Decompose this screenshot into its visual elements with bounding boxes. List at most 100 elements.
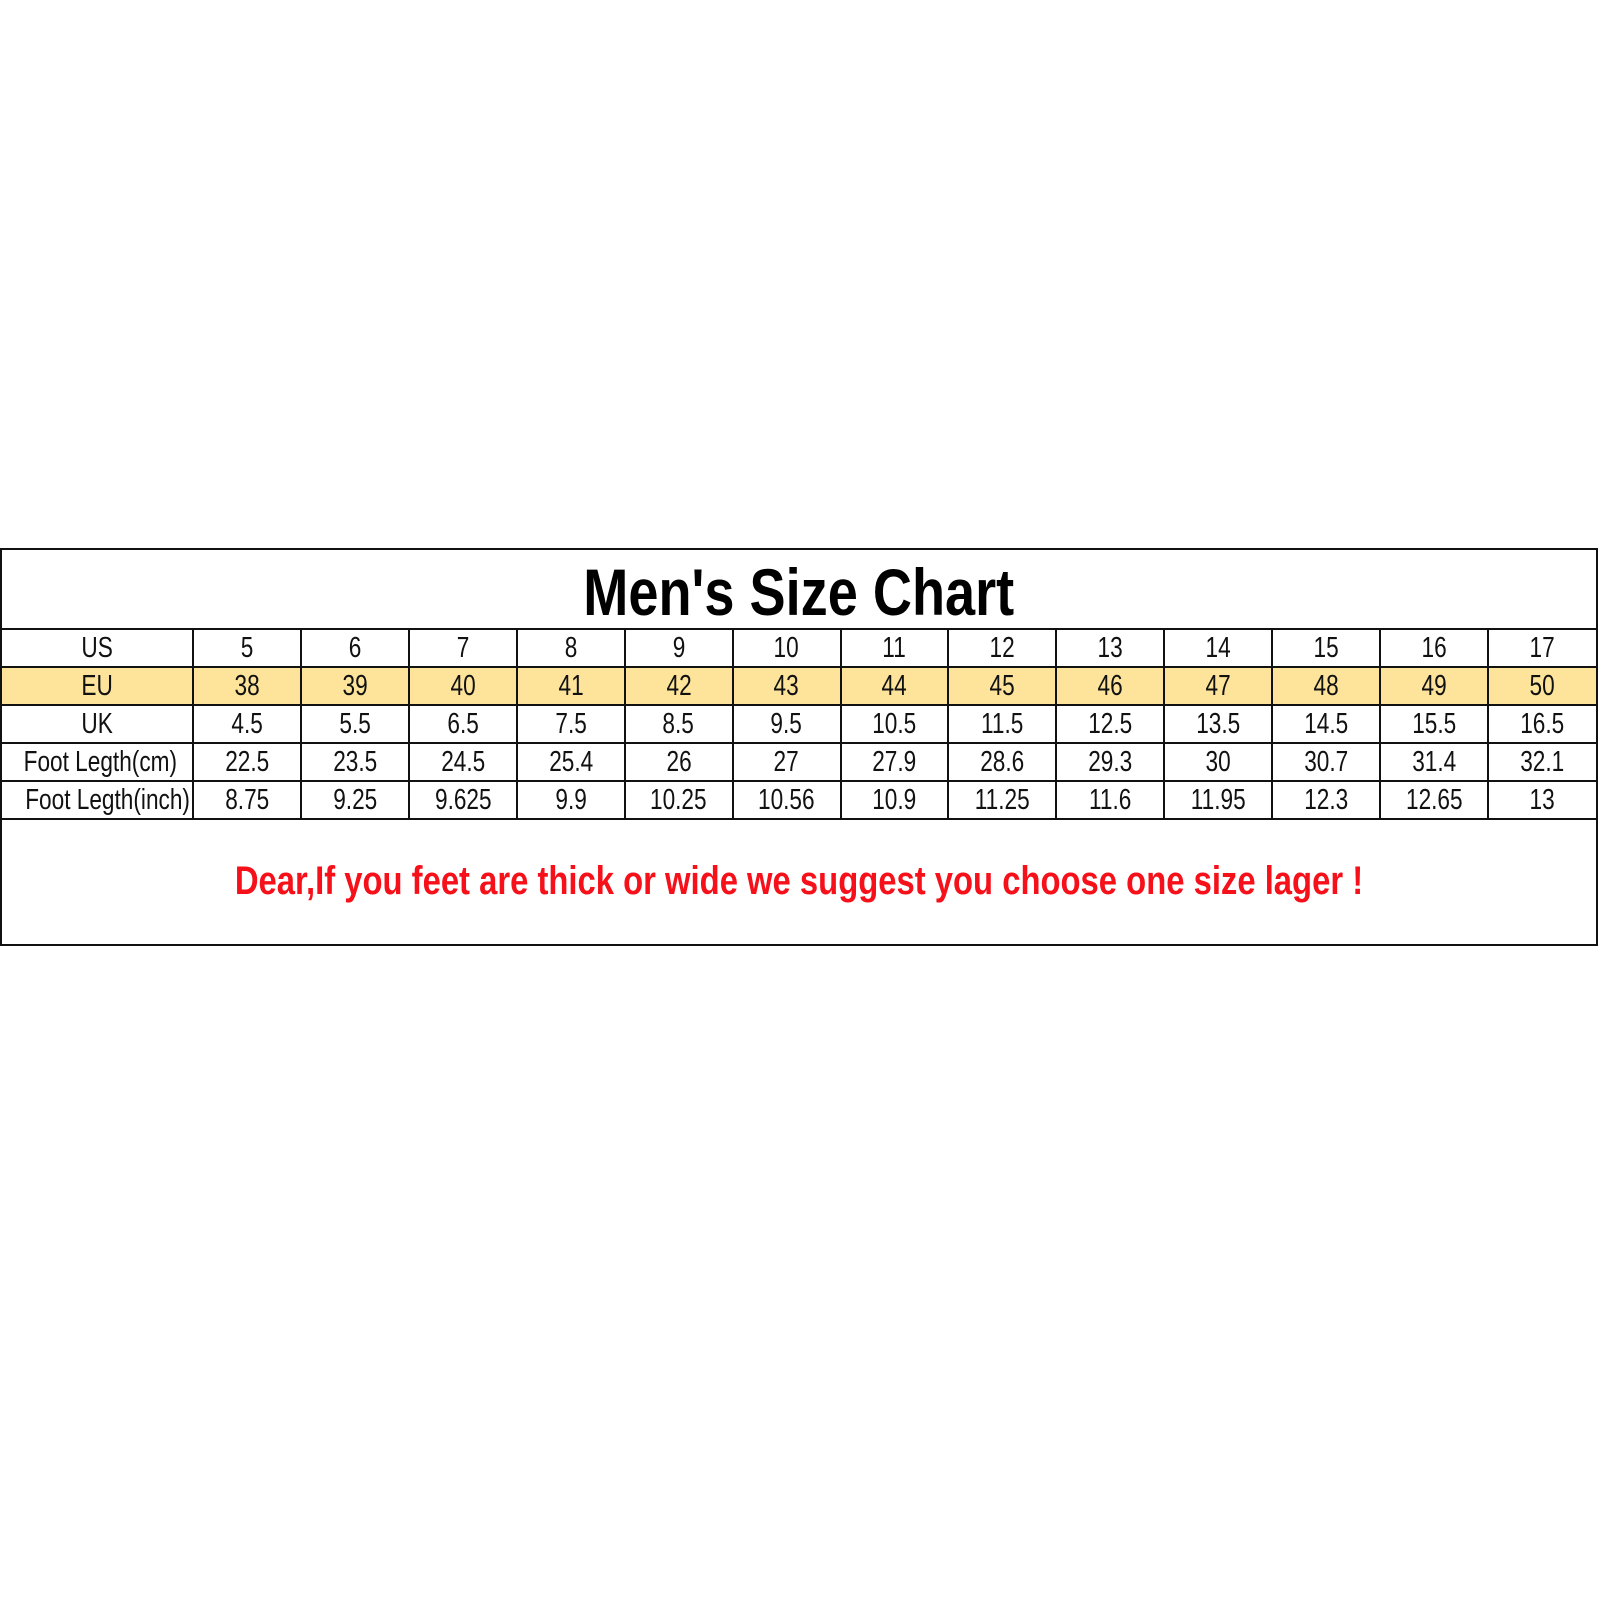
size-cell-text: 45	[989, 669, 1015, 702]
size-cell-text: 32.1	[1520, 745, 1565, 778]
size-cell: 7.5	[515, 704, 626, 744]
fit-advice-note: Dear,If you feet are thick or wide we su…	[234, 859, 1364, 903]
size-cell-text: 14.5	[1304, 707, 1349, 740]
size-cell: 50	[1487, 666, 1596, 706]
size-cell-text: 29.3	[1088, 745, 1133, 778]
size-cell-text: 13	[1097, 631, 1123, 664]
row-label-text: UK	[81, 707, 113, 740]
row-label: US	[2, 630, 194, 668]
size-cell-text: 8.5	[662, 707, 695, 740]
size-cell-text: 13.5	[1196, 707, 1241, 740]
size-cell: 15	[1271, 630, 1382, 668]
size-cell-text: 27	[773, 745, 800, 778]
size-cell-text: 13	[1529, 783, 1556, 816]
size-table: US 5 6 7 8 9 10 11 12 13 14 15 16 17 EU 38 39 40 41 42 43 44 4…	[2, 630, 1596, 820]
size-cell-text: 12.5	[1088, 707, 1133, 740]
size-row-uk: UK 4.5 5.5 6.5 7.5 8.5 9.5 10.5 11.5 12.5 13.5 14.5…	[2, 704, 1596, 744]
size-cell: 12.3	[1271, 780, 1382, 820]
size-cell-text: 11.25	[974, 783, 1030, 816]
size-cell-text: 43	[773, 669, 800, 702]
size-cell: 15.5	[1379, 704, 1490, 744]
size-cell-text: 15	[1313, 631, 1339, 664]
size-cell-text: 48	[1313, 669, 1339, 702]
size-cell-text: 9.25	[332, 783, 377, 816]
size-cell: 12.65	[1379, 780, 1490, 820]
size-cell: 10.9	[839, 780, 950, 820]
size-cell-text: 9.5	[770, 707, 803, 740]
size-cell-text: 22.5	[224, 745, 269, 778]
row-label: UK	[2, 704, 194, 744]
size-cell: 8	[515, 630, 626, 668]
size-cell: 9.5	[731, 704, 842, 744]
size-cell: 49	[1379, 666, 1490, 706]
size-cell: 16	[1379, 630, 1490, 668]
size-cell: 10	[731, 630, 842, 668]
size-cell: 9	[623, 630, 734, 668]
size-cell-text: 10.5	[872, 707, 917, 740]
size-cell: 14.5	[1271, 704, 1382, 744]
size-cell-text: 11.5	[981, 707, 1024, 740]
size-cell-text: 42	[666, 669, 692, 702]
size-cell: 11.95	[1163, 780, 1274, 820]
size-cell: 9.9	[515, 780, 626, 820]
size-cell-text: 25.4	[548, 745, 593, 778]
size-cell: 16.5	[1487, 704, 1596, 744]
size-cell: 10.25	[623, 780, 734, 820]
size-cell-text: 11.6	[1089, 783, 1132, 816]
size-cell-text: 23.5	[332, 745, 377, 778]
size-cell: 12	[947, 630, 1058, 668]
size-cell-text: 50	[1529, 669, 1556, 702]
size-cell: 43	[731, 666, 842, 706]
size-cell-text: 17	[1529, 631, 1556, 664]
size-cell-text: 39	[342, 669, 368, 702]
size-cell-text: 6.5	[447, 707, 479, 740]
size-cell: 11.6	[1055, 780, 1166, 820]
size-cell-text: 5.5	[339, 707, 371, 740]
size-cell-text: 6	[348, 631, 362, 664]
size-cell: 30	[1163, 742, 1274, 782]
row-label-text: EU	[81, 669, 113, 702]
size-cell: 40	[407, 666, 518, 706]
size-cell-text: 11.95	[1190, 783, 1246, 816]
size-cell-text: 28.6	[980, 745, 1025, 778]
size-cell: 26	[623, 742, 734, 782]
size-cell-text: 41	[558, 669, 584, 702]
size-cell: 17	[1487, 630, 1596, 668]
row-label: Foot Legth(cm)	[2, 742, 194, 782]
size-cell: 24.5	[407, 742, 518, 782]
size-cell-text: 9.9	[554, 783, 587, 816]
size-cell: 11	[839, 630, 950, 668]
size-cell-text: 11	[882, 631, 907, 664]
size-cell-text: 47	[1205, 669, 1231, 702]
size-cell-text: 8.75	[224, 783, 269, 816]
size-cell: 23.5	[299, 742, 410, 782]
size-cell: 13	[1487, 780, 1596, 820]
row-label-text: Foot Legth(cm)	[23, 745, 178, 778]
size-cell: 4.5	[192, 704, 302, 744]
size-cell: 27.9	[839, 742, 950, 782]
chart-title: Men's Size Chart	[583, 555, 1015, 629]
size-cell: 48	[1271, 666, 1382, 706]
row-label-text: Foot Legth(inch)	[25, 783, 190, 816]
size-cell: 28.6	[947, 742, 1058, 782]
size-cell-text: 16	[1421, 631, 1447, 664]
size-cell-text: 10	[773, 631, 800, 664]
size-cell-text: 12	[989, 631, 1015, 664]
size-cell-text: 10.56	[758, 783, 815, 816]
size-cell-text: 30.7	[1304, 745, 1349, 778]
size-cell: 45	[947, 666, 1058, 706]
size-cell: 14	[1163, 630, 1274, 668]
size-cell: 39	[299, 666, 410, 706]
row-label-text: US	[81, 631, 113, 664]
size-cell: 6	[299, 630, 410, 668]
size-cell-text: 9	[672, 631, 685, 664]
size-row-foot-legth-cm: Foot Legth(cm) 22.5 23.5 24.5 25.4 26 27 27.9 28…	[2, 742, 1596, 782]
size-cell-text: 8	[564, 631, 578, 664]
size-cell: 7	[407, 630, 518, 668]
size-cell-text: 24.5	[440, 745, 485, 778]
size-chart: Men's Size Chart US 5 6 7 8 9 10 11 12 13 14 15 16 17…	[0, 548, 1598, 946]
size-cell-text: 12.65	[1405, 783, 1463, 816]
size-cell-text: 7	[456, 631, 470, 664]
size-cell-text: 15.5	[1412, 707, 1457, 740]
size-row-us: US 5 6 7 8 9 10 11 12 13 14 15 16 17	[2, 630, 1596, 668]
